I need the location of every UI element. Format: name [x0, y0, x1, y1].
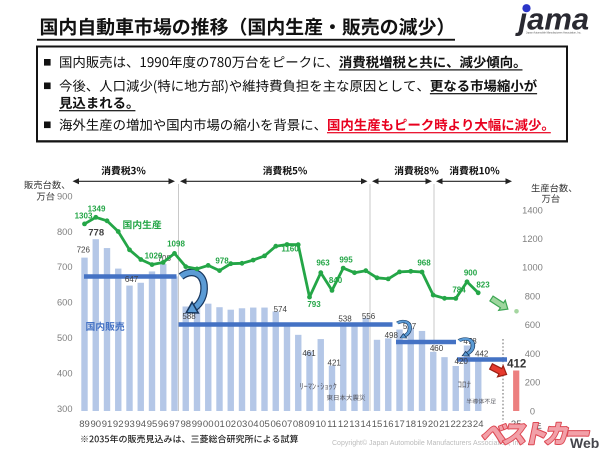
- svg-text:16: 16: [383, 419, 394, 430]
- svg-text:700: 700: [57, 262, 73, 272]
- svg-text:840: 840: [329, 276, 343, 285]
- svg-text:1160: 1160: [281, 245, 299, 254]
- svg-text:21: 21: [439, 419, 450, 430]
- svg-text:14: 14: [361, 419, 372, 430]
- svg-text:97: 97: [169, 419, 180, 430]
- svg-text:1303: 1303: [75, 212, 93, 221]
- svg-text:92: 92: [113, 419, 124, 430]
- svg-text:412: 412: [507, 359, 526, 371]
- svg-text:19: 19: [417, 419, 428, 430]
- svg-text:18: 18: [406, 419, 417, 430]
- svg-text:784: 784: [452, 286, 466, 295]
- svg-text:03: 03: [237, 419, 248, 430]
- svg-text:15: 15: [372, 419, 383, 430]
- svg-text:Web: Web: [570, 435, 599, 450]
- svg-text:708: 708: [158, 254, 172, 263]
- svg-text:1400: 1400: [522, 205, 543, 215]
- svg-text:11: 11: [327, 419, 337, 430]
- svg-text:1098: 1098: [167, 240, 185, 249]
- svg-text:09: 09: [304, 419, 315, 430]
- svg-text:978: 978: [215, 257, 229, 266]
- svg-text:726: 726: [77, 245, 91, 254]
- svg-text:500: 500: [57, 333, 73, 343]
- svg-text:538: 538: [338, 315, 352, 324]
- svg-text:421: 421: [328, 359, 342, 368]
- svg-text:89: 89: [79, 419, 90, 430]
- svg-text:22: 22: [451, 419, 462, 430]
- svg-text:460: 460: [430, 344, 444, 353]
- svg-text:498: 498: [385, 331, 399, 340]
- svg-text:07: 07: [282, 419, 293, 430]
- svg-text:Copyright© Japan Automobile Ma: Copyright© Japan Automobile Manufacturer…: [332, 439, 524, 447]
- svg-text:442: 442: [475, 349, 489, 358]
- svg-text:900: 900: [464, 268, 478, 277]
- svg-text:995: 995: [339, 255, 353, 264]
- svg-text:17: 17: [394, 419, 405, 430]
- svg-text:647: 647: [125, 275, 139, 284]
- svg-text:Japan Automobile Manufacturers: Japan Automobile Manufacturers Associati…: [526, 32, 582, 35]
- svg-text:400: 400: [57, 369, 73, 379]
- svg-text:23: 23: [462, 419, 473, 430]
- svg-text:20: 20: [428, 419, 439, 430]
- svg-text:90: 90: [91, 419, 102, 430]
- svg-text:778: 778: [88, 227, 104, 238]
- svg-text:99: 99: [192, 419, 203, 430]
- svg-text:02: 02: [226, 419, 237, 430]
- svg-text:24: 24: [473, 419, 484, 430]
- svg-text:200: 200: [525, 378, 541, 388]
- svg-text:800: 800: [525, 291, 541, 301]
- svg-text:05: 05: [259, 419, 270, 430]
- svg-text:556: 556: [362, 312, 376, 321]
- svg-text:420: 420: [455, 357, 469, 366]
- svg-text:963: 963: [316, 259, 330, 268]
- svg-text:1349: 1349: [88, 205, 106, 214]
- svg-text:968: 968: [417, 259, 431, 268]
- svg-text:588: 588: [182, 312, 196, 321]
- svg-text:08: 08: [293, 419, 304, 430]
- svg-text:95: 95: [147, 419, 158, 430]
- svg-text:06: 06: [271, 419, 282, 430]
- svg-text:00: 00: [203, 419, 214, 430]
- svg-text:900: 900: [57, 191, 73, 201]
- svg-text:793: 793: [307, 300, 321, 309]
- svg-text:600: 600: [525, 320, 541, 330]
- svg-text:98: 98: [181, 419, 192, 430]
- svg-text:574: 574: [274, 305, 288, 314]
- svg-text:10: 10: [316, 419, 327, 430]
- svg-text:94: 94: [136, 419, 147, 430]
- svg-text:13: 13: [349, 419, 360, 430]
- svg-text:04: 04: [248, 419, 259, 430]
- svg-text:0: 0: [530, 406, 535, 416]
- svg-text:96: 96: [158, 419, 169, 430]
- svg-text:823: 823: [476, 280, 490, 289]
- svg-text:1200: 1200: [522, 234, 543, 244]
- svg-text:300: 300: [57, 404, 73, 414]
- svg-text:01: 01: [214, 419, 225, 430]
- svg-text:91: 91: [102, 419, 113, 430]
- svg-text:600: 600: [57, 298, 73, 308]
- svg-text:461: 461: [302, 349, 316, 358]
- svg-text:400: 400: [525, 349, 541, 359]
- svg-text:12: 12: [338, 419, 349, 430]
- svg-text:1020: 1020: [145, 252, 163, 261]
- svg-text:93: 93: [124, 419, 135, 430]
- svg-text:800: 800: [57, 227, 73, 237]
- svg-text:1000: 1000: [522, 263, 543, 273]
